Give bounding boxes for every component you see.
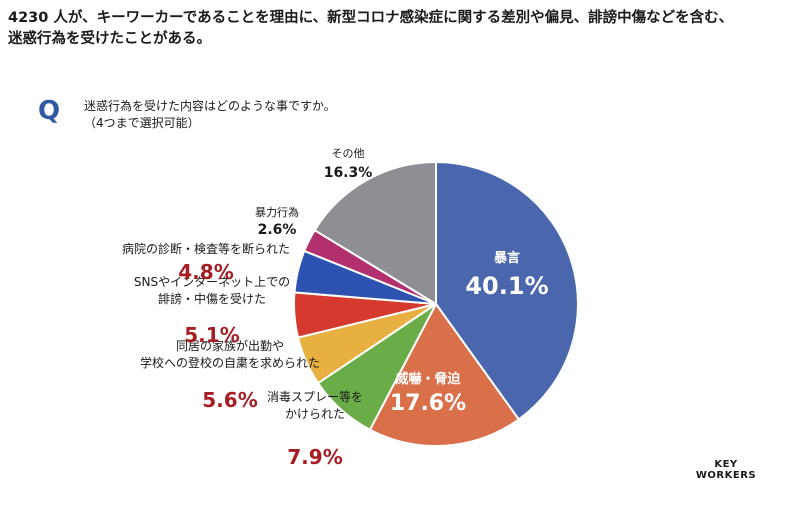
slice-label-6-line-0: 暴力行為 — [255, 205, 299, 219]
slice-label-5-line-0: 病院の診断・検査等を断られた — [122, 241, 290, 256]
brand-line-2: WORKERS — [695, 470, 757, 481]
slice-value-7: 16.3% — [324, 165, 373, 181]
slice-label-4-line-0: SNSやインターネット上での — [134, 275, 290, 289]
question-text: 迷惑行為を受けた内容はどのような事ですか。 （4つまで選択可能） — [84, 98, 336, 132]
slice-label-4-line-1: 誹謗・中傷を受けた — [158, 291, 266, 306]
pie-slice-7 — [313, 160, 437, 306]
slice-label-2-line-1: かけられた — [285, 407, 345, 421]
slice-value-6: 2.6% — [258, 222, 297, 238]
question-line-2: （4つまで選択可能） — [84, 116, 200, 130]
brand-logo: KEY WORKERS — [689, 459, 763, 481]
slice-label-7-line-0: その他 — [332, 147, 365, 160]
slice-value-5: 4.8% — [178, 260, 233, 284]
pie-slice-1 — [368, 302, 521, 447]
slice-label-2-line-0: 消毒スプレー等を — [267, 390, 363, 404]
question-line-1: 迷惑行為を受けた内容はどのような事ですか。 — [84, 99, 336, 113]
brand-line-1: KEY — [714, 459, 738, 470]
slice-value-4: 5.1% — [184, 323, 239, 347]
slice-value-0: 40.1% — [465, 272, 548, 300]
pie-slice-0 — [435, 160, 579, 421]
headline-line-2: 迷惑行為を受けたことがある。 — [8, 31, 211, 47]
slice-value-1: 17.6% — [390, 391, 466, 416]
slice-value-2: 7.9% — [287, 445, 342, 469]
slice-label-1-line-0: 威嚇・脅迫 — [395, 371, 461, 387]
slice-label-3-line-0: 同居の家族が出勤や — [176, 338, 284, 353]
slice-label-3-line-1: 学校への登校の自粛を求められた — [140, 355, 320, 370]
question-mark-icon: Q — [38, 96, 61, 126]
headline-line-1: 4230 人が、キーワーカーであることを理由に、新型コロナ感染症に関する差別や偏… — [8, 10, 734, 26]
headline: 4230 人が、キーワーカーであることを理由に、新型コロナ感染症に関する差別や偏… — [8, 8, 788, 50]
slice-value-3: 5.6% — [202, 388, 257, 412]
slice-label-0-line-0: 暴言 — [493, 250, 520, 266]
